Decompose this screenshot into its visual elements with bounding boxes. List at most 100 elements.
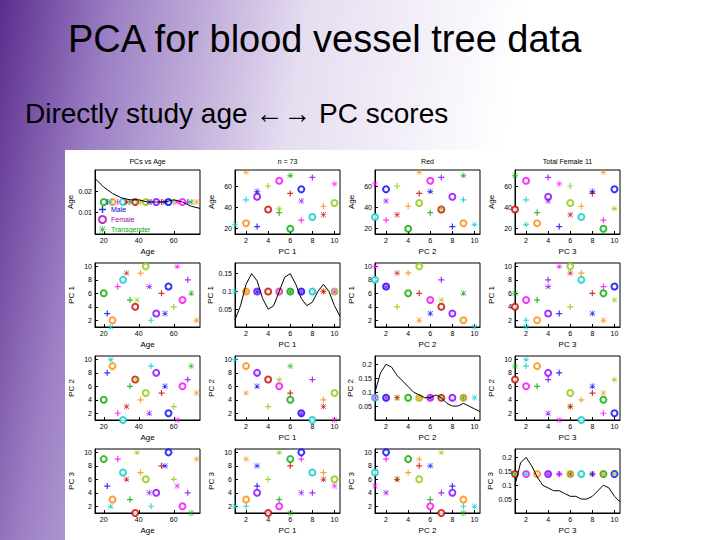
svg-text:60: 60: [224, 183, 232, 190]
svg-text:40: 40: [135, 330, 143, 337]
svg-text:PC 1: PC 1: [487, 286, 496, 304]
svg-text:0.05: 0.05: [218, 306, 232, 313]
svg-text:6: 6: [568, 237, 572, 244]
svg-text:6: 6: [228, 383, 232, 390]
svg-text:8: 8: [310, 423, 314, 430]
svg-text:4: 4: [228, 489, 232, 496]
svg-text:4: 4: [406, 516, 410, 523]
svg-text:Age: Age: [207, 194, 216, 209]
svg-text:2: 2: [524, 423, 528, 430]
svg-text:PC 1: PC 1: [67, 286, 76, 304]
svg-text:Age: Age: [140, 340, 155, 349]
svg-text:10: 10: [504, 263, 512, 270]
svg-text:6: 6: [228, 476, 232, 483]
svg-text:PC 3: PC 3: [559, 526, 577, 535]
svg-text:0.15: 0.15: [218, 270, 232, 277]
svg-text:PC 2: PC 2: [419, 526, 437, 535]
svg-text:10: 10: [224, 356, 232, 363]
svg-text:10: 10: [611, 330, 619, 337]
svg-text:2: 2: [244, 237, 248, 244]
svg-text:6: 6: [428, 330, 432, 337]
svg-text:10: 10: [84, 356, 92, 363]
svg-text:PC 2: PC 2: [419, 340, 437, 349]
svg-text:4: 4: [266, 516, 270, 523]
svg-text:0.1: 0.1: [502, 482, 512, 489]
svg-text:8: 8: [88, 462, 92, 469]
svg-text:PC 3: PC 3: [486, 472, 495, 490]
svg-text:PC 2: PC 2: [346, 379, 355, 397]
svg-text:2: 2: [228, 503, 232, 510]
svg-text:40: 40: [224, 204, 232, 211]
svg-text:2: 2: [244, 330, 248, 337]
svg-text:4: 4: [368, 489, 372, 496]
svg-text:4: 4: [546, 237, 550, 244]
svg-text:8: 8: [368, 462, 372, 469]
svg-text:2: 2: [384, 516, 388, 523]
svg-text:10: 10: [331, 423, 339, 430]
svg-text:4: 4: [546, 330, 550, 337]
svg-text:6: 6: [568, 516, 572, 523]
svg-text:2: 2: [228, 410, 232, 417]
svg-text:2: 2: [244, 516, 248, 523]
svg-text:4: 4: [88, 489, 92, 496]
svg-text:PC 1: PC 1: [347, 286, 356, 304]
svg-text:6: 6: [88, 290, 92, 297]
svg-text:60: 60: [170, 330, 178, 337]
svg-text:Age: Age: [66, 194, 75, 209]
svg-text:0.01: 0.01: [78, 209, 92, 216]
svg-text:4: 4: [266, 330, 270, 337]
svg-text:8: 8: [508, 276, 512, 283]
svg-text:20: 20: [100, 423, 108, 430]
svg-text:2: 2: [524, 237, 528, 244]
svg-text:2: 2: [384, 423, 388, 430]
svg-text:8: 8: [228, 462, 232, 469]
svg-text:10: 10: [224, 449, 232, 456]
svg-text:2: 2: [368, 317, 372, 324]
svg-text:8: 8: [310, 516, 314, 523]
svg-text:10: 10: [331, 237, 339, 244]
svg-text:PCs vs Age: PCs vs Age: [129, 158, 165, 166]
svg-text:8: 8: [590, 330, 594, 337]
svg-text:8: 8: [310, 237, 314, 244]
svg-text:PC 1: PC 1: [206, 286, 215, 304]
svg-text:40: 40: [504, 204, 512, 211]
svg-text:20: 20: [504, 225, 512, 232]
svg-text:PC 3: PC 3: [559, 247, 577, 256]
svg-text:2: 2: [384, 237, 388, 244]
svg-text:6: 6: [368, 290, 372, 297]
svg-text:0.15: 0.15: [498, 468, 512, 475]
svg-text:10: 10: [331, 330, 339, 337]
svg-text:6: 6: [288, 423, 292, 430]
svg-text:10: 10: [611, 516, 619, 523]
svg-text:2: 2: [88, 317, 92, 324]
svg-text:10: 10: [504, 356, 512, 363]
svg-text:40: 40: [135, 237, 143, 244]
svg-text:0.2: 0.2: [362, 361, 372, 368]
svg-text:4: 4: [406, 330, 410, 337]
svg-text:PC 3: PC 3: [207, 472, 216, 490]
svg-text:0.05: 0.05: [358, 403, 372, 410]
svg-text:20: 20: [100, 237, 108, 244]
svg-text:PC 3: PC 3: [559, 340, 577, 349]
svg-text:60: 60: [170, 237, 178, 244]
svg-text:60: 60: [364, 183, 372, 190]
svg-text:Age: Age: [347, 194, 356, 209]
svg-text:6: 6: [368, 476, 372, 483]
svg-text:0.15: 0.15: [358, 375, 372, 382]
svg-text:8: 8: [228, 369, 232, 376]
svg-text:2: 2: [88, 503, 92, 510]
svg-text:6: 6: [88, 383, 92, 390]
svg-text:0.05: 0.05: [498, 496, 512, 503]
svg-text:Transgender: Transgender: [111, 226, 151, 234]
svg-text:8: 8: [590, 423, 594, 430]
svg-text:PC 1: PC 1: [279, 526, 297, 535]
svg-text:8: 8: [508, 369, 512, 376]
svg-text:4: 4: [406, 423, 410, 430]
svg-text:2: 2: [524, 516, 528, 523]
svg-text:6: 6: [508, 290, 512, 297]
svg-text:PC 1: PC 1: [279, 247, 297, 256]
svg-text:n = 73: n = 73: [278, 158, 298, 165]
svg-text:2: 2: [368, 503, 372, 510]
svg-text:4: 4: [546, 423, 550, 430]
svg-text:PC 1: PC 1: [279, 433, 297, 442]
